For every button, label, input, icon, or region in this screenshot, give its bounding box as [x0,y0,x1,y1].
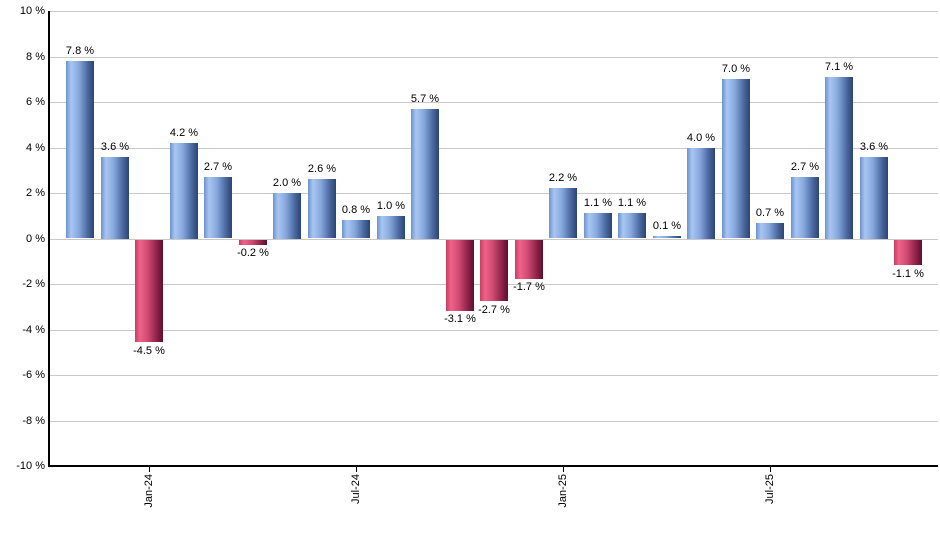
gridline [49,375,938,376]
gridline [49,11,938,12]
bar-positive[interactable] [411,109,439,239]
bar-negative[interactable] [239,240,267,245]
bar-positive[interactable] [618,213,646,238]
y-axis-tick-label: 0 % [26,233,45,245]
bar-value-label: 1.1 % [583,197,613,209]
bar-positive[interactable] [687,148,715,239]
x-axis-tick [149,466,150,472]
x-axis-tick-label: Jan-25 [557,474,569,508]
bar-value-label: 2.0 % [272,177,302,189]
x-axis-tick-label: Jul-25 [764,474,776,504]
y-axis-line [48,11,50,467]
bar-value-label: 7.1 % [824,61,854,73]
bar-positive[interactable] [860,157,888,239]
y-axis-tick-label: -8 % [22,415,45,427]
bar-value-label: -1.1 % [892,268,924,280]
y-axis-tick-label: -10 % [16,460,45,472]
bar-negative[interactable] [894,240,922,265]
bar-positive[interactable] [549,188,577,238]
bar-positive[interactable] [791,177,819,238]
bar-value-label: -2.7 % [478,304,510,316]
bar-value-label: 2.7 % [790,161,820,173]
bar-value-label: 7.8 % [65,45,95,57]
bar-positive[interactable] [722,79,750,238]
bar-positive[interactable] [584,213,612,238]
bar-value-label: 0.7 % [755,207,785,219]
bar-value-label: -4.5 % [133,345,165,357]
bar-value-label: -1.7 % [513,281,545,293]
gridline [49,102,938,103]
bar-negative[interactable] [515,240,543,279]
bar-value-label: -3.1 % [444,313,476,325]
bar-value-label: 3.6 % [859,141,889,153]
bar-value-label: 3.6 % [100,141,130,153]
x-axis-line [48,465,938,467]
bar-positive[interactable] [308,179,336,238]
y-axis-tick-label: 8 % [26,51,45,63]
x-axis-tick [563,466,564,472]
x-axis-tick [356,466,357,472]
y-axis-tick-label: -4 % [22,324,45,336]
bar-value-label: 1.0 % [376,200,406,212]
gridline [49,421,938,422]
y-axis-tick-label: -6 % [22,369,45,381]
bar-value-label: 1.1 % [617,197,647,209]
bar-value-label: 4.0 % [686,132,716,144]
y-axis-tick-label: 6 % [26,96,45,108]
bar-value-label: -0.2 % [237,247,269,259]
gridline [49,330,938,331]
bar-positive[interactable] [377,216,405,239]
bar-negative[interactable] [480,240,508,301]
bar-positive[interactable] [653,236,681,238]
x-axis-tick-label: Jul-24 [350,474,362,504]
bar-value-label: 0.8 % [341,204,371,216]
bar-positive[interactable] [66,61,94,238]
y-axis-tick-label: 4 % [26,142,45,154]
bar-positive[interactable] [756,223,784,239]
y-axis-tick-label: 2 % [26,187,45,199]
bar-positive[interactable] [342,220,370,238]
bar-negative[interactable] [135,240,163,342]
x-axis-tick [770,466,771,472]
y-axis-tick-label: 10 % [19,5,45,17]
bar-value-label: 2.2 % [548,172,578,184]
x-axis-tick-label: Jan-24 [143,474,155,508]
bar-value-label: 5.7 % [410,93,440,105]
bar-positive[interactable] [825,77,853,239]
bar-positive[interactable] [101,157,129,239]
bar-value-label: 4.2 % [169,127,199,139]
bar-value-label: 2.7 % [203,161,233,173]
y-axis-tick-label: -2 % [22,278,45,290]
bar-positive[interactable] [204,177,232,238]
bar-positive[interactable] [273,193,301,239]
bar-positive[interactable] [170,143,198,239]
bar-value-label: 0.1 % [652,220,682,232]
bar-value-label: 7.0 % [721,63,751,75]
bar-value-label: 2.6 % [307,163,337,175]
bar-negative[interactable] [446,240,474,311]
gridline [49,57,938,58]
